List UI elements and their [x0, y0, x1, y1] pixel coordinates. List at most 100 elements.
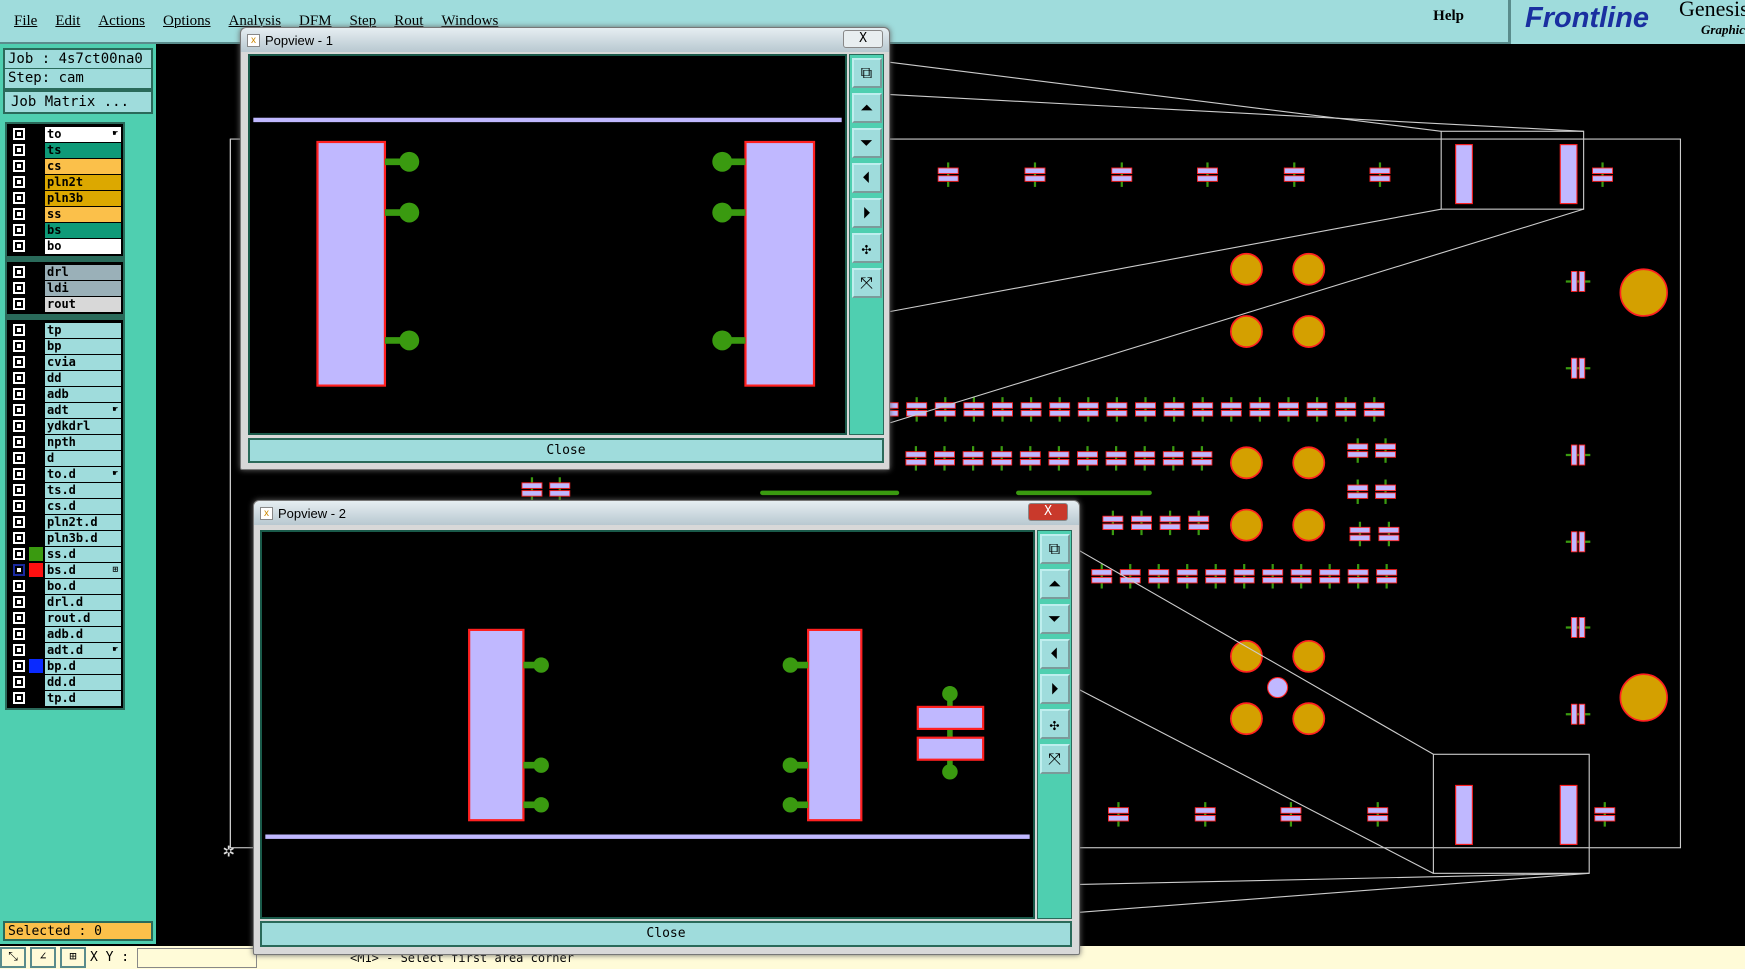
layer-row-cvia[interactable]: cvia — [9, 354, 121, 370]
layer-checkbox[interactable] — [13, 340, 25, 352]
popview-1-close-x[interactable]: X — [843, 30, 883, 48]
layer-color-swatch[interactable] — [29, 659, 43, 673]
menu-analysis[interactable]: Analysis — [228, 12, 282, 29]
layer-row-pln2t[interactable]: pln2t — [9, 174, 121, 190]
layer-checkbox[interactable] — [13, 144, 25, 156]
layer-checkbox[interactable] — [13, 372, 25, 384]
layer-color-swatch[interactable] — [29, 467, 43, 481]
layer-row-rout-d[interactable]: rout.d — [9, 610, 121, 626]
layer-row-cs-d[interactable]: cs.d — [9, 498, 121, 514]
layer-checkbox[interactable] — [13, 564, 25, 576]
grid-button[interactable]: ⊞ — [60, 947, 86, 968]
layer-name[interactable]: cs — [45, 158, 121, 174]
layer-color-swatch[interactable] — [29, 371, 43, 385]
layer-row-drl-d[interactable]: drl.d — [9, 594, 121, 610]
pan-left-button[interactable]: ⏴ — [851, 163, 882, 193]
layer-checkbox[interactable] — [13, 500, 25, 512]
pan-right-button[interactable]: ⏵ — [851, 198, 882, 228]
layer-row-tp-d[interactable]: tp.d — [9, 690, 121, 706]
layer-color-swatch[interactable] — [29, 531, 43, 545]
layer-color-swatch[interactable] — [29, 281, 43, 295]
layer-name[interactable]: bo — [45, 238, 121, 254]
layer-name[interactable]: cvia — [45, 354, 121, 370]
layer-color-swatch[interactable] — [29, 691, 43, 705]
layer-row-cs[interactable]: cs — [9, 158, 121, 174]
layer-row-ts[interactable]: ts — [9, 142, 121, 158]
layer-color-swatch[interactable] — [29, 675, 43, 689]
layer-row-pln3b-d[interactable]: pln3b.d — [9, 530, 121, 546]
zoom-in-button[interactable]: ✣ — [851, 233, 882, 263]
layer-name[interactable]: to ☛ — [45, 126, 121, 142]
layer-color-swatch[interactable] — [29, 387, 43, 401]
pan-up-button[interactable]: ⏶ — [851, 93, 882, 123]
layer-color-swatch[interactable] — [29, 643, 43, 657]
layer-row-pln3b[interactable]: pln3b — [9, 190, 121, 206]
layer-color-swatch[interactable] — [29, 339, 43, 353]
layer-name[interactable]: bp — [45, 338, 121, 354]
layer-row-dd[interactable]: dd — [9, 370, 121, 386]
layer-name[interactable]: cs.d — [45, 498, 121, 514]
layer-row-ydkdrl[interactable]: ydkdrl — [9, 418, 121, 434]
layer-color-swatch[interactable] — [29, 223, 43, 237]
layer-checkbox[interactable] — [13, 660, 25, 672]
layer-name[interactable]: pln3b.d — [45, 530, 121, 546]
layer-checkbox[interactable] — [13, 420, 25, 432]
layer-color-swatch[interactable] — [29, 579, 43, 593]
layer-row-bs-d[interactable]: bs.d ⊞ — [9, 562, 121, 578]
layer-checkbox[interactable] — [13, 404, 25, 416]
layer-checkbox[interactable] — [13, 468, 25, 480]
layer-row-drl[interactable]: drl — [9, 264, 121, 280]
layer-name[interactable]: pln3b — [45, 190, 121, 206]
layer-checkbox[interactable] — [13, 128, 25, 140]
layer-row-npth[interactable]: npth — [9, 434, 121, 450]
job-matrix-button[interactable]: Job Matrix ... — [3, 90, 153, 114]
layer-row-bp[interactable]: bp — [9, 338, 121, 354]
layer-row-adb[interactable]: adb — [9, 386, 121, 402]
layer-name[interactable]: bo.d — [45, 578, 121, 594]
layer-row-bs[interactable]: bs — [9, 222, 121, 238]
layer-name[interactable]: bs — [45, 222, 121, 238]
layer-row-rout[interactable]: rout — [9, 296, 121, 312]
layer-name[interactable]: adb.d — [45, 626, 121, 642]
layer-name[interactable]: adt.d ☛ — [45, 642, 121, 658]
layer-name[interactable]: dd.d — [45, 674, 121, 690]
layer-name[interactable]: ts.d — [45, 482, 121, 498]
view-previous-button[interactable]: ⧉ — [1039, 534, 1070, 564]
layer-row-bo-d[interactable]: bo.d — [9, 578, 121, 594]
layer-checkbox[interactable] — [13, 532, 25, 544]
xy-input[interactable] — [137, 947, 258, 968]
popview-2-close-button[interactable]: Close — [260, 921, 1072, 947]
layer-name[interactable]: to.d ☛ — [45, 466, 121, 482]
layer-row-dd-d[interactable]: dd.d — [9, 674, 121, 690]
layer-name[interactable]: rout.d — [45, 610, 121, 626]
layer-name[interactable]: ss.d — [45, 546, 121, 562]
layer-name[interactable]: drl — [45, 264, 121, 280]
layer-row-adb-d[interactable]: adb.d — [9, 626, 121, 642]
layer-name[interactable]: adt ☛ — [45, 402, 121, 418]
layer-color-swatch[interactable] — [29, 207, 43, 221]
layer-checkbox[interactable] — [13, 436, 25, 448]
layer-color-swatch[interactable] — [29, 547, 43, 561]
popview-2-close-x[interactable]: X — [1028, 503, 1068, 521]
menu-actions[interactable]: Actions — [98, 12, 146, 29]
layer-checkbox[interactable] — [13, 282, 25, 294]
pan-left-button[interactable]: ⏴ — [1039, 639, 1070, 669]
layer-row-adt-d[interactable]: adt.d ☛ — [9, 642, 121, 658]
layer-checkbox[interactable] — [13, 176, 25, 188]
layer-color-swatch[interactable] — [29, 419, 43, 433]
zoom-out-button[interactable]: ⤧ — [851, 268, 882, 298]
layer-row-tp[interactable]: tp — [9, 322, 121, 338]
layer-name[interactable]: adb — [45, 386, 121, 402]
menu-windows[interactable]: Windows — [441, 12, 499, 29]
pan-down-button[interactable]: ⏷ — [1039, 604, 1070, 634]
menu-help[interactable]: Help — [1433, 8, 1464, 24]
layer-name[interactable]: rout — [45, 296, 121, 312]
layer-name[interactable]: drl.d — [45, 594, 121, 610]
popview-2-titlebar[interactable]: x Popview - 2 — [254, 501, 1079, 525]
layer-checkbox[interactable] — [13, 580, 25, 592]
layer-name[interactable]: ss — [45, 206, 121, 222]
layer-row-d[interactable]: d — [9, 450, 121, 466]
layer-row-bo[interactable]: bo — [9, 238, 121, 254]
popview-1-viewport[interactable] — [248, 54, 847, 435]
